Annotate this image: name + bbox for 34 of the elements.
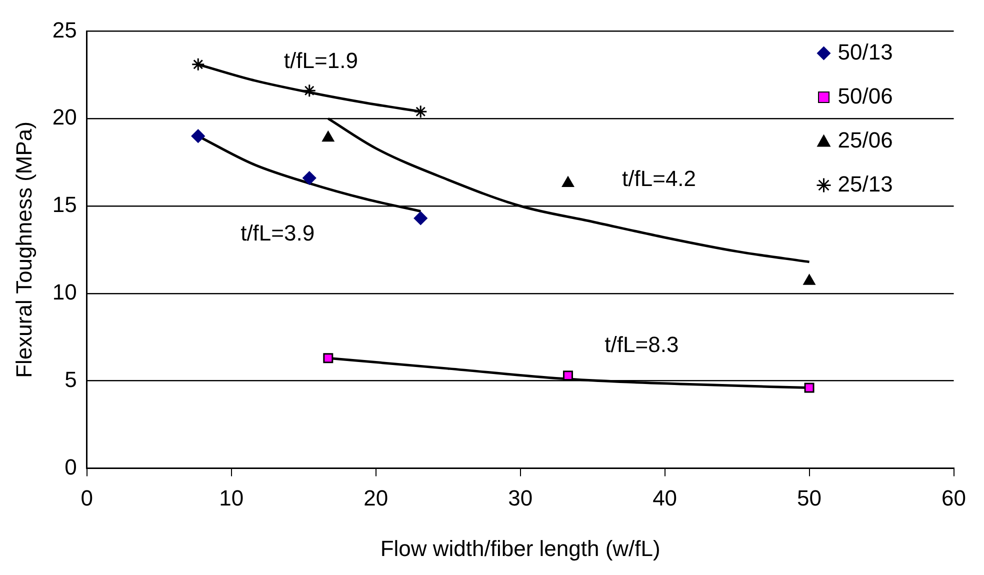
x-tick-label: 40: [652, 485, 678, 510]
x-tick-label: 50: [797, 485, 822, 510]
point: [191, 129, 205, 143]
x-tick-label: 60: [942, 485, 966, 510]
point: [323, 353, 334, 364]
point: [414, 211, 428, 225]
legend-label: 25/06: [838, 127, 893, 152]
annotation: t/fL=4.2: [622, 166, 696, 191]
annotation: t/fL=8.3: [604, 332, 679, 357]
y-tick-label: 15: [52, 192, 77, 218]
y-tick-label: 0: [64, 454, 77, 480]
point: [322, 131, 334, 142]
legend-label: 25/13: [838, 171, 893, 196]
point: [563, 370, 573, 381]
x-axis-title: Flow width/fiber length (w/fL): [380, 536, 660, 561]
x-tick-label: 30: [508, 485, 533, 510]
point: [302, 84, 316, 98]
y-tick-label: 10: [52, 279, 77, 304]
x-tick-label: 20: [364, 485, 388, 510]
point: [191, 58, 205, 72]
point: [562, 176, 574, 188]
annotation: t/fL=3.9: [240, 220, 315, 246]
y-axis-title: Flexural Toughness (MPa): [11, 122, 36, 378]
legend-label: 50/13: [838, 39, 893, 64]
legend-label: 50/06: [838, 83, 893, 108]
annotation: t/fL=1.9: [284, 48, 358, 73]
point: [414, 104, 428, 118]
y-tick-label: 5: [64, 366, 77, 392]
point: [302, 171, 316, 185]
x-tick-label: 0: [80, 485, 93, 510]
y-tick-label: 25: [52, 17, 77, 42]
point: [804, 382, 814, 393]
x-tick-label: 10: [219, 485, 244, 510]
y-tick-label: 20: [52, 104, 77, 130]
